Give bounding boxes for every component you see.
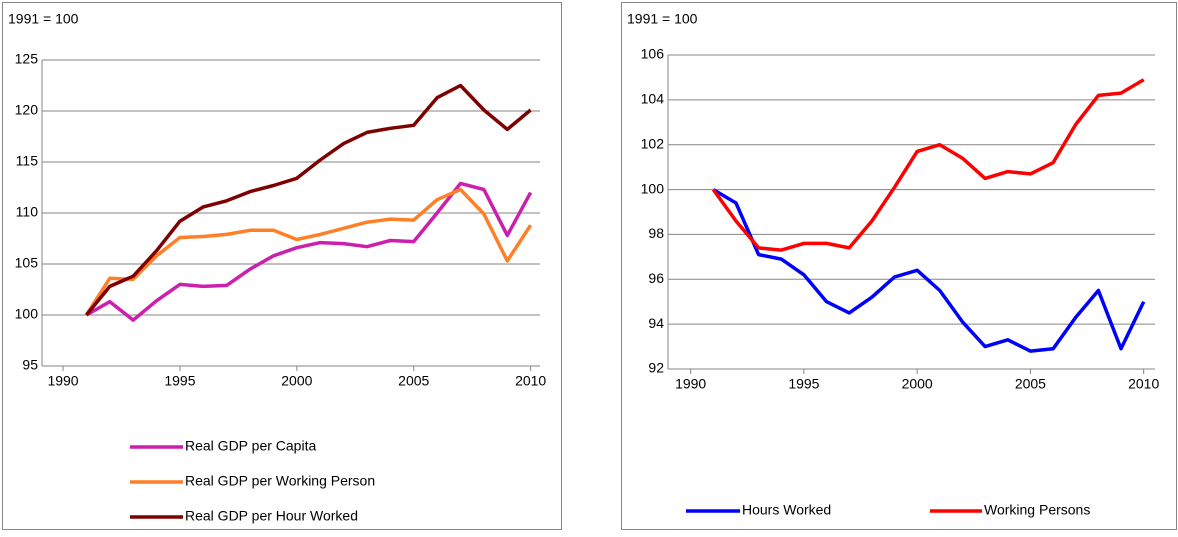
chart-frame [621,2,1177,530]
series-line [84,187,533,316]
x-tick-label: 2000 [902,376,933,392]
x-tick-label: 2000 [281,373,312,389]
series-line [85,83,532,317]
y-tick-label: 100 [641,180,665,196]
x-tick-label: 1990 [675,376,706,392]
y-tick-label: 105 [15,255,39,271]
annotation: 1991 = 100 [8,11,79,27]
annotation: 1991 = 100 [627,11,698,27]
x-tick-label: 2005 [398,373,429,389]
series-line [712,188,1146,353]
x-tick-label: 2005 [1015,376,1046,392]
legend-label: Hours Worked [742,502,831,518]
y-tick-label: 92 [648,360,664,376]
y-tick-label: 104 [641,91,665,107]
y-tick-label: 102 [641,135,665,151]
y-tick-label: 98 [648,225,664,241]
legend-label: Working Persons [984,502,1090,518]
x-tick-label: 1990 [47,373,78,389]
x-tick-label: 2010 [515,373,546,389]
legend-label: Real GDP per Working Person [185,473,375,489]
y-tick-label: 110 [16,204,39,220]
y-tick-label: 106 [641,46,665,62]
legend-label: Real GDP per Capita [185,438,316,454]
y-tick-label: 94 [648,315,664,331]
x-tick-label: 1995 [788,376,819,392]
legend-label: Real GDP per Hour Worked [185,508,358,524]
y-tick-label: 125 [15,51,39,67]
y-tick-label: 95 [22,357,38,373]
y-tick-label: 115 [16,153,39,169]
chart-frame [2,2,562,530]
y-tick-label: 96 [648,270,664,286]
x-tick-label: 1995 [164,373,195,389]
series-line [711,78,1145,252]
series-line [85,181,533,322]
y-tick-label: 120 [15,102,39,118]
x-tick-label: 2010 [1128,376,1159,392]
y-tick-label: 100 [15,306,39,322]
